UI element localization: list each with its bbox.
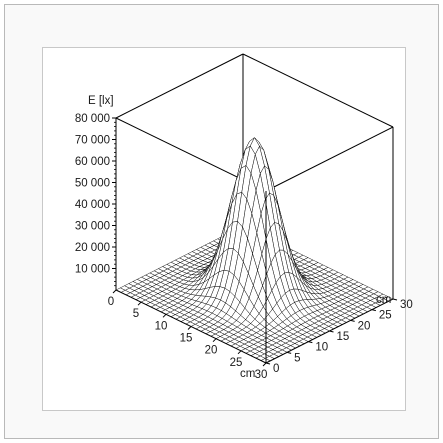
- z-tick-label: 40 000: [75, 199, 110, 211]
- z-axis: 80 000 70 000 60 000 50 000 40 000 30 000 20 0…: [75, 113, 116, 287]
- y-tick: [287, 351, 292, 354]
- z-tick-label: 10 000: [75, 264, 110, 276]
- y-tick: [350, 319, 355, 322]
- x-tick: [212, 338, 217, 343]
- y-axis: 0 5 10 15 20 25 30: [265, 298, 413, 375]
- y-tick-label: 30: [400, 299, 413, 311]
- x-axis: 0 5 10 15 20 25 30: [108, 289, 268, 381]
- y-tick-label: 0: [273, 363, 279, 375]
- y-tick: [392, 298, 398, 301]
- y-tick: [371, 309, 376, 312]
- x-tick-label: 10: [155, 320, 168, 332]
- x-tick: [187, 326, 192, 330]
- x-tick-label: 25: [230, 357, 243, 369]
- z-tick-label: 50 000: [75, 178, 110, 190]
- z-axis-label: E [lx]: [88, 95, 114, 107]
- y-tick: [329, 330, 334, 333]
- x-tick: [112, 289, 117, 294]
- x-tick-label: 0: [108, 296, 114, 308]
- x-tick-label: 5: [133, 308, 139, 320]
- box-edge-top-right: [242, 53, 394, 128]
- y-tick: [308, 341, 313, 344]
- x-tick-label: 15: [180, 333, 193, 345]
- x-axis-label: cm: [240, 368, 255, 380]
- x-tick: [237, 350, 242, 355]
- y-tick: [265, 362, 271, 365]
- z-tick-label: 30 000: [75, 221, 110, 233]
- x-tick: [262, 362, 267, 367]
- x-tick: [162, 313, 167, 318]
- y-tick-label: 25: [379, 310, 392, 322]
- z-tick-label: 20 000: [75, 242, 110, 254]
- y-tick-label: 10: [315, 342, 328, 354]
- z-tick-label: 80 000: [75, 113, 110, 125]
- x-tick-label: 20: [205, 345, 218, 357]
- z-tick-label: 70 000: [75, 135, 110, 147]
- x-tick-label: 30: [255, 369, 268, 381]
- box-edge-top-left: [115, 53, 244, 119]
- surface-mesh: [115, 137, 394, 364]
- y-axis-label: cm: [376, 294, 391, 306]
- x-tick: [137, 301, 142, 306]
- y-tick-label: 5: [294, 352, 300, 364]
- y-tick-label: 20: [358, 320, 371, 332]
- figure-frame: [4, 4, 439, 439]
- z-tick-label: 60 000: [75, 156, 110, 168]
- y-tick-label: 15: [337, 331, 350, 343]
- box-edge-top-front-right: [265, 126, 394, 192]
